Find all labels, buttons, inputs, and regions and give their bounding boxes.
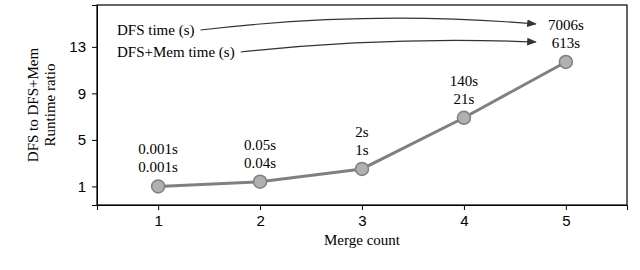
point: [152, 180, 165, 193]
point: [254, 175, 267, 188]
x-axis-title: Merge count: [324, 232, 401, 248]
x-tick: 2: [256, 205, 264, 229]
point: [457, 111, 470, 124]
point-label: 0.04s: [244, 155, 276, 171]
y-axis-title-line: DFS to DFS+Mem: [25, 48, 41, 163]
point: [356, 162, 369, 175]
plot: 12345159130.001s0.05s2s140s7006s0.001s0.…: [69, 5, 627, 229]
y-axis: 1 5 9 13: [69, 6, 97, 206]
x-axis: 1 2 3 4 5: [98, 205, 628, 229]
x-tick: 4: [460, 205, 468, 229]
y-tick-mark: [92, 47, 97, 48]
y-axis-line: [92, 6, 98, 206]
point-label: 0.05s: [244, 137, 276, 153]
y-tick: 1: [78, 178, 97, 195]
y-tick: 9: [78, 85, 97, 102]
y-axis-title: DFS to DFS+MemRuntime ratio: [25, 48, 58, 163]
series: [152, 55, 573, 192]
x-tick-label: 4: [460, 212, 468, 229]
y-tick-mark: [92, 186, 97, 187]
y-tick-label: 1: [78, 178, 86, 195]
y-tick-label: 9: [78, 85, 86, 102]
x-tick: 1: [154, 205, 162, 229]
point-label: 1s: [355, 142, 369, 158]
point-label: 21s: [454, 91, 475, 107]
x-tick-mark: [464, 205, 465, 210]
x-tick-label: 5: [562, 212, 570, 229]
y-tick-label: 13: [69, 38, 86, 55]
point-label: 0.001s: [138, 159, 178, 175]
y-tick: 13: [69, 38, 97, 55]
y-tick-mark: [92, 140, 97, 141]
x-axis-line: [98, 206, 628, 211]
y-tick-label: 5: [78, 131, 86, 148]
x-tick: 5: [562, 205, 570, 229]
plot-frame: [97, 5, 627, 205]
point-label: 7006s: [548, 17, 584, 33]
x-tick-label: 1: [154, 212, 162, 229]
chart: 12345159130.001s0.05s2s140s7006s0.001s0.…: [0, 0, 640, 270]
x-tick-mark: [158, 205, 159, 210]
annotation-label: DFS time (s): [117, 22, 195, 39]
annotation-arrow: [241, 40, 536, 52]
x-tick-mark: [260, 205, 261, 210]
point-label: 613s: [552, 35, 581, 51]
annotation-arrow: [201, 18, 536, 30]
x-tick-mark: [566, 205, 567, 210]
y-tick-mark: [92, 93, 97, 94]
x-tick: 3: [358, 205, 366, 229]
point-label: 0.001s: [138, 141, 178, 157]
annotations: 0.001s 0.05s 2s 140s 7006s 0.001s 0.04s 1s 21s 61…: [117, 17, 584, 175]
x-tick-label: 3: [358, 212, 366, 229]
point: [559, 55, 572, 68]
annotation-label: DFS+Mem time (s): [117, 44, 235, 61]
x-tick-label: 2: [256, 212, 264, 229]
x-tick-mark: [362, 205, 363, 210]
series-line: [158, 62, 566, 186]
point-label: 140s: [450, 73, 479, 89]
y-tick: 5: [78, 131, 97, 148]
point-label: 2s: [355, 124, 369, 140]
y-axis-title-line: Runtime ratio: [42, 64, 58, 147]
